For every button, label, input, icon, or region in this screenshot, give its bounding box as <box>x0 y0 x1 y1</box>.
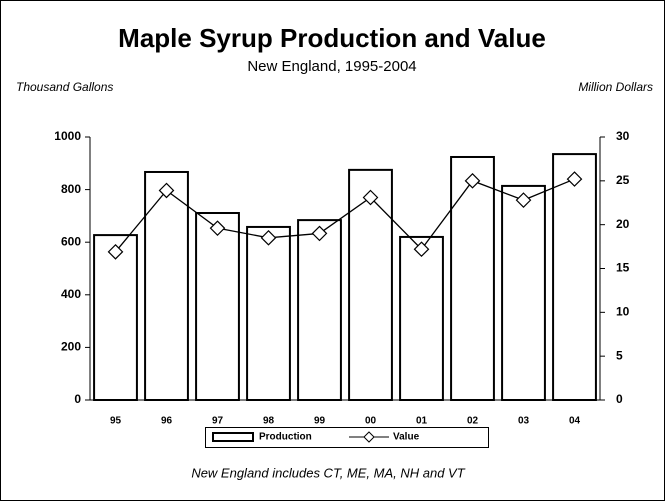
y-tick-label: 400 <box>61 287 81 301</box>
bar <box>195 212 240 401</box>
y2-axis-label: Million Dollars <box>578 80 653 94</box>
y2-tick-label: 25 <box>616 173 630 187</box>
chart-title: Maple Syrup Production and Value <box>118 23 546 53</box>
bar <box>501 184 546 401</box>
legend-marker <box>363 431 375 443</box>
bar <box>297 219 342 401</box>
x-tick-label: 00 <box>365 416 377 427</box>
chart-subtitle: New England, 1995-2004 <box>247 58 416 75</box>
value-marker <box>158 182 175 199</box>
value-marker <box>260 229 277 246</box>
bar <box>399 235 444 401</box>
value-marker <box>311 225 328 242</box>
y2-tick-label: 0 <box>616 392 623 406</box>
value-marker <box>464 172 481 189</box>
x-tick-label: 03 <box>518 416 530 427</box>
value-marker <box>413 241 430 258</box>
bar <box>93 234 138 401</box>
x-tick-label: 99 <box>314 416 326 427</box>
y-tick-label: 1000 <box>54 129 81 143</box>
x-tick-label: 02 <box>467 416 479 427</box>
x-tick-label: 95 <box>110 416 122 427</box>
legend-swatch <box>212 432 254 442</box>
bar <box>246 225 291 401</box>
bar <box>144 170 189 401</box>
y-tick-label: 0 <box>74 392 81 406</box>
legend <box>205 427 489 448</box>
value-marker <box>209 220 226 237</box>
value-marker <box>515 192 532 208</box>
x-tick-label: 04 <box>569 416 581 427</box>
legend-label: Production <box>259 432 312 443</box>
y2-tick-label: 30 <box>616 129 630 143</box>
value-marker <box>107 243 124 260</box>
x-tick-label: 01 <box>416 416 428 427</box>
bar <box>552 153 597 401</box>
y-tick-label: 600 <box>61 234 81 248</box>
x-tick-label: 97 <box>212 416 224 427</box>
y-axis-label: Thousand Gallons <box>16 80 113 94</box>
y2-tick-label: 20 <box>616 217 630 231</box>
x-tick-label: 98 <box>263 416 275 427</box>
bar <box>450 155 495 401</box>
value-line <box>115 178 575 253</box>
value-marker <box>566 171 583 187</box>
y2-tick-label: 10 <box>616 305 630 319</box>
y2-tick-label: 5 <box>616 348 623 362</box>
legend-label: Value <box>393 432 420 443</box>
footnote: New England includes CT, ME, MA, NH and … <box>191 465 465 480</box>
y2-tick-label: 15 <box>616 261 630 275</box>
x-tick-label: 96 <box>161 416 173 427</box>
y-tick-label: 200 <box>61 340 81 354</box>
y-tick-label: 800 <box>61 182 81 196</box>
value-marker <box>362 189 379 206</box>
